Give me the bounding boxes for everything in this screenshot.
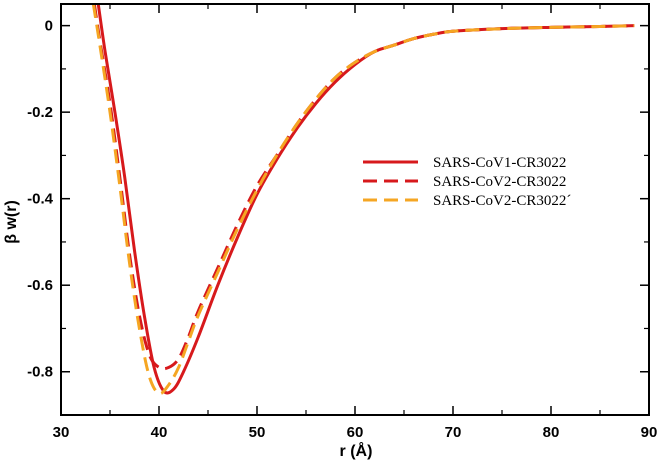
y-tick-label: -0.2 [27, 104, 53, 121]
legend-label-sars-cov2-cr3022: SARS-CoV2-CR3022 [433, 174, 566, 190]
x-tick-label: 60 [347, 424, 364, 441]
series-line-3 [91, 4, 635, 396]
y-tick-label: -0.6 [27, 277, 53, 294]
series-line-1 [96, 4, 635, 395]
y-tick-label: -0.4 [27, 191, 54, 208]
x-tick-label: 90 [641, 424, 658, 441]
series-lines [91, 4, 635, 396]
legend: SARS-CoV1-CR3022 SARS-CoV2-CR3022 SARS-C… [363, 155, 571, 209]
legend-label-sars-cov1-cr3022: SARS-CoV1-CR3022 [433, 155, 566, 171]
x-tick-label: 40 [151, 424, 168, 441]
plot-frame [60, 3, 650, 416]
y-tick-label: 0 [45, 18, 53, 35]
x-axis-title: r (Å) [340, 441, 373, 460]
x-tick-label: 80 [543, 424, 560, 441]
axis-ticks: 30 40 50 60 70 80 90 0 -0.2 -0.4 -0.6 -0.8 [27, 4, 657, 441]
x-tick-label: 70 [445, 424, 462, 441]
legend-label-sars-cov2-cr3022-prime: SARS-CoV2-CR3022´ [433, 193, 571, 209]
x-tick-label: 30 [53, 424, 70, 441]
y-axis-title: β w(r) [3, 200, 20, 244]
x-tick-label: 50 [249, 424, 266, 441]
y-tick-label: -0.8 [27, 364, 53, 381]
